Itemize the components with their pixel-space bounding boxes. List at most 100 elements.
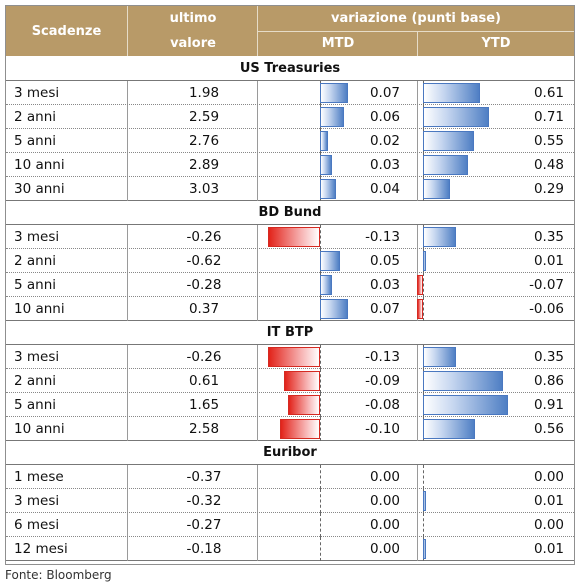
mtd-bar xyxy=(268,347,320,367)
table-row: 10 anni 0.37 0.07 -0.06 xyxy=(6,297,574,321)
maturity-label: 2 anni xyxy=(14,253,57,269)
ytd-value: 0.00 xyxy=(533,469,564,485)
ytd-zero-axis xyxy=(423,513,424,537)
column-divider xyxy=(127,249,128,273)
header-mtd: MTD xyxy=(321,36,355,51)
ytd-cell: -0.07 xyxy=(416,273,574,297)
ytd-cell: 0.35 xyxy=(418,225,574,249)
ytd-cell: 0.01 xyxy=(418,489,574,513)
ytd-value: 0.48 xyxy=(533,157,564,173)
mtd-bar xyxy=(288,395,320,415)
ytd-value: 0.35 xyxy=(533,229,564,245)
column-divider xyxy=(127,153,128,177)
mtd-cell: -0.09 xyxy=(258,369,418,393)
mtd-cell: 0.05 xyxy=(258,249,418,273)
column-divider xyxy=(127,489,128,513)
mtd-cell: -0.13 xyxy=(258,225,418,249)
column-divider xyxy=(417,249,418,273)
mtd-value: -0.09 xyxy=(365,373,400,389)
maturity-label: 5 anni xyxy=(14,397,57,413)
ytd-bar xyxy=(423,251,426,271)
mtd-cell: -0.13 xyxy=(258,345,418,369)
last-value: -0.26 xyxy=(186,349,222,365)
ytd-cell: 0.01 xyxy=(418,537,574,561)
row-divider xyxy=(6,248,574,249)
section-title: Euribor xyxy=(6,441,574,465)
mtd-value: 0.00 xyxy=(369,541,400,557)
last-value: -0.62 xyxy=(186,253,222,269)
table-row: 3 mesi 1.98 0.07 0.61 xyxy=(6,81,574,105)
mtd-zero-axis xyxy=(320,369,321,393)
column-divider xyxy=(417,129,418,153)
ytd-bar xyxy=(417,299,423,319)
mtd-zero-axis xyxy=(320,393,321,417)
column-divider xyxy=(417,105,418,129)
column-divider xyxy=(257,273,258,297)
maturity-label: 5 anni xyxy=(14,277,57,293)
last-value: 0.37 xyxy=(188,301,220,317)
ytd-cell: 0.86 xyxy=(418,369,574,393)
ytd-zero-axis xyxy=(423,297,424,321)
maturity-label: 10 anni xyxy=(14,157,65,173)
mtd-cell: 0.06 xyxy=(258,105,418,129)
table-row: 3 mesi -0.26 -0.13 0.35 xyxy=(6,225,574,249)
table-row: 10 anni 2.58 -0.10 0.56 xyxy=(6,417,574,441)
mtd-zero-axis xyxy=(320,537,321,561)
column-divider xyxy=(417,465,418,489)
column-divider xyxy=(417,345,418,369)
column-divider xyxy=(417,177,418,201)
table-row: 5 anni 1.65 -0.08 0.91 xyxy=(6,393,574,417)
mtd-zero-axis xyxy=(320,513,321,537)
ytd-cell: 0.71 xyxy=(418,105,574,129)
table-row: 12 mesi -0.18 0.00 0.01 xyxy=(6,537,574,561)
mtd-value: 0.07 xyxy=(369,85,400,101)
mtd-bar xyxy=(320,251,340,271)
ytd-value: 0.35 xyxy=(533,349,564,365)
header-divider xyxy=(257,6,258,56)
column-divider xyxy=(257,513,258,537)
last-value: 2.76 xyxy=(188,133,220,149)
row-divider xyxy=(6,392,574,393)
column-divider xyxy=(417,513,418,537)
column-divider xyxy=(417,225,418,249)
row-divider xyxy=(6,296,574,297)
header-ytd: YTD xyxy=(481,36,511,51)
table-row: 2 anni -0.62 0.05 0.01 xyxy=(6,249,574,273)
column-divider xyxy=(127,81,128,105)
column-divider xyxy=(127,537,128,561)
column-divider xyxy=(417,489,418,513)
ytd-value: 0.56 xyxy=(533,421,564,437)
mtd-zero-axis xyxy=(320,417,321,441)
last-value: 3.03 xyxy=(188,181,220,197)
header-divider xyxy=(417,31,418,56)
ytd-cell: 0.55 xyxy=(418,129,574,153)
mtd-bar xyxy=(320,275,332,295)
last-value: 0.61 xyxy=(188,373,220,389)
column-divider xyxy=(127,369,128,393)
column-divider xyxy=(127,393,128,417)
row-divider xyxy=(6,272,574,273)
table-row: 2 anni 0.61 -0.09 0.86 xyxy=(6,369,574,393)
last-value: -0.27 xyxy=(186,517,222,533)
last-value: 2.59 xyxy=(188,109,220,125)
last-value: -0.37 xyxy=(186,469,222,485)
mtd-value: -0.13 xyxy=(365,349,400,365)
maturity-label: 3 mesi xyxy=(14,85,60,101)
header-variazione: variazione (punti base) xyxy=(331,11,501,26)
yield-table: Scadenze ultimo valore variazione (punti… xyxy=(5,5,575,565)
ytd-value: 0.01 xyxy=(533,541,564,557)
column-divider xyxy=(127,225,128,249)
ytd-bar xyxy=(423,419,476,439)
column-divider xyxy=(127,177,128,201)
ytd-cell: 0.01 xyxy=(418,249,574,273)
table-row: 10 anni 2.89 0.03 0.48 xyxy=(6,153,574,177)
column-divider xyxy=(127,297,128,321)
ytd-cell: 0.29 xyxy=(418,177,574,201)
column-divider xyxy=(417,393,418,417)
section-title: BD Bund xyxy=(6,201,574,225)
mtd-value: -0.10 xyxy=(365,421,400,437)
mtd-cell: 0.07 xyxy=(258,81,418,105)
table-row: 1 mese -0.37 0.00 0.00 xyxy=(6,465,574,489)
mtd-bar xyxy=(320,299,348,319)
ytd-bar xyxy=(423,179,450,199)
